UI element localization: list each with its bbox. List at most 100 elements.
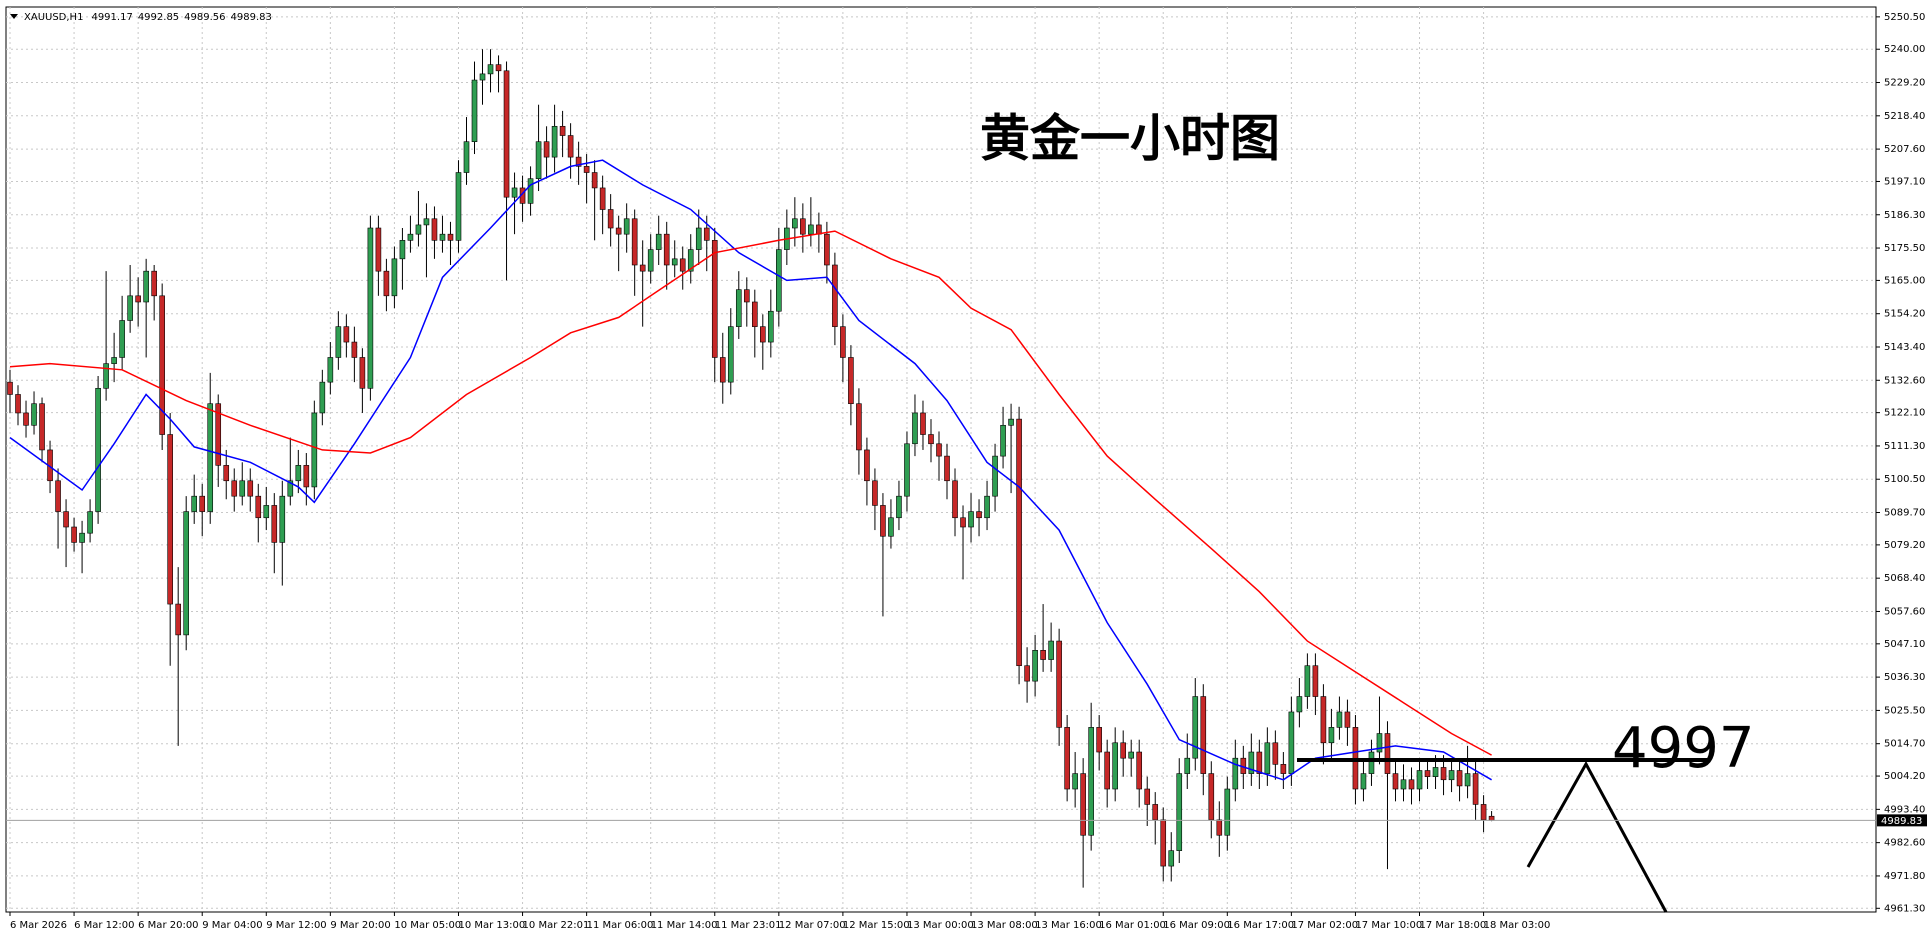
candle-body [992, 455, 998, 497]
candle-body [1480, 804, 1487, 821]
candle-body [295, 465, 302, 482]
candle-body [543, 141, 550, 158]
candle-body [1144, 788, 1151, 805]
candle-body [327, 357, 334, 383]
candle-body [271, 505, 278, 543]
y-tick-label: 5240.00 [1884, 44, 1925, 55]
candle-body [1312, 665, 1319, 697]
candle-body [824, 233, 830, 266]
candle-body [1176, 773, 1183, 851]
candle-body [7, 381, 13, 395]
candle-body [583, 166, 590, 173]
candle-body [191, 495, 198, 512]
candle-body [1088, 727, 1094, 836]
y-tick-label: 5218.40 [1884, 111, 1925, 122]
candle-body [1208, 773, 1215, 821]
candle-body [880, 505, 886, 537]
candle-body [647, 249, 654, 272]
candle-body [1440, 767, 1447, 781]
x-tick-label: 11 Mar 14:00 [651, 920, 718, 931]
candle-body [1040, 650, 1046, 660]
candle-body [95, 387, 101, 512]
candle-body [311, 412, 318, 488]
candle-body [1464, 773, 1471, 787]
candle-body [199, 495, 206, 512]
candle-body [687, 249, 694, 272]
candle-body [1200, 696, 1207, 774]
x-tick-label: 16 Mar 01:00 [1099, 920, 1166, 931]
x-tick-label: 10 Mar 22:01 [523, 920, 590, 931]
x-tick-label: 11 Mar 06:00 [587, 920, 654, 931]
candle-body [151, 270, 157, 297]
zigzag-drawing [1526, 760, 1668, 913]
candle-body [447, 233, 454, 241]
candle-body [760, 326, 766, 343]
candle-body [743, 289, 750, 303]
candle-body [127, 295, 133, 321]
candle-body [1424, 770, 1431, 777]
candle-body [255, 495, 262, 519]
x-tick-label: 13 Mar 08:00 [971, 920, 1038, 931]
candle-body [455, 172, 462, 241]
candle-body [1072, 773, 1078, 790]
candle-body [679, 258, 686, 272]
candle-body [399, 240, 406, 260]
candle-body [1368, 751, 1375, 774]
candle-body [904, 443, 910, 497]
candle-body [15, 394, 21, 414]
candle-body [167, 434, 173, 605]
y-tick-label: 5154.20 [1884, 309, 1925, 320]
candle-body [1320, 696, 1327, 744]
candle-body [503, 70, 510, 198]
candle-body [239, 480, 246, 497]
candle-body [367, 227, 374, 389]
y-tick-label: 5036.30 [1884, 672, 1925, 683]
ma-line [9, 159, 1492, 781]
candle-body [223, 465, 230, 482]
candle-body [383, 270, 390, 297]
candle-body [527, 178, 534, 204]
header-close: 4989.83 [231, 12, 272, 23]
candle-body [1264, 742, 1271, 774]
y-tick-label: 5111.30 [1884, 441, 1925, 452]
x-tick-label: 12 Mar 07:00 [779, 920, 846, 931]
candle-body [159, 295, 165, 435]
x-tick-label: 10 Mar 13:00 [458, 920, 525, 931]
y-tick-label: 5250.50 [1884, 12, 1925, 23]
candle-body [1304, 665, 1311, 697]
y-tick-label: 5229.20 [1884, 78, 1925, 89]
x-tick-label: 10 Mar 05:00 [394, 920, 461, 931]
candle-body [840, 326, 846, 358]
y-tick-label: 5100.50 [1884, 474, 1925, 485]
candle-body [463, 141, 470, 173]
candle-body [183, 511, 189, 636]
candle-body [423, 218, 430, 226]
candle-body [343, 326, 350, 343]
candle-body [103, 363, 109, 389]
candle-body [1344, 711, 1351, 728]
x-tick-label: 11 Mar 23:01 [715, 920, 782, 931]
candle-body [655, 233, 662, 250]
candle-body [1120, 742, 1126, 759]
candle-body [535, 141, 542, 179]
candle-body [1488, 815, 1495, 821]
candle-body [207, 403, 214, 512]
candle-body [1248, 751, 1255, 774]
candle-body [31, 403, 37, 426]
candle-body [1104, 751, 1110, 790]
candle-body [439, 233, 446, 241]
candle-body [55, 480, 61, 512]
candle-body [639, 264, 646, 272]
candle-body [551, 125, 558, 158]
candle-body [1016, 418, 1022, 667]
candle-body [591, 172, 598, 189]
candle-body [1168, 850, 1175, 867]
candle-body [111, 357, 117, 364]
candle-body [752, 301, 758, 327]
marks [7, 49, 1495, 888]
candle-body [1128, 751, 1135, 759]
x-tick-label: 9 Mar 20:00 [330, 920, 390, 931]
candle-body [735, 289, 742, 327]
candle-body [864, 449, 870, 482]
candle-body [1328, 727, 1335, 744]
